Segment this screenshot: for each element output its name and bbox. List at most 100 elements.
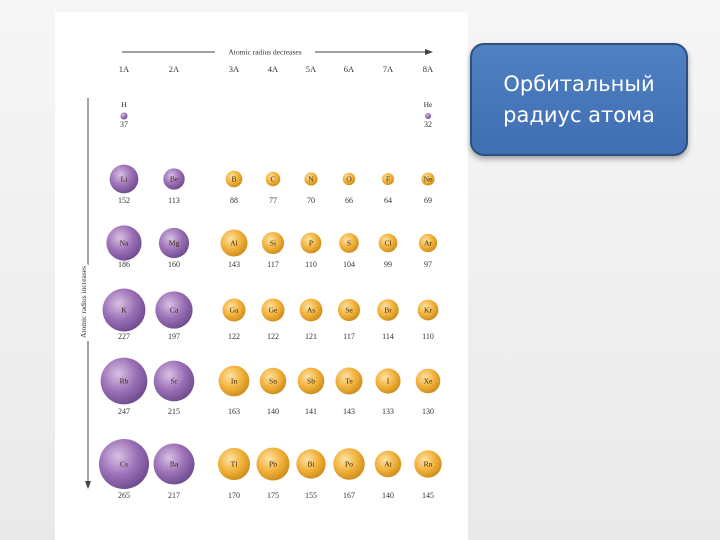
- title-box: Орбитальный радиус атома: [470, 43, 688, 156]
- group-header: 2A: [169, 64, 180, 74]
- atom-sphere-cs: [98, 438, 150, 490]
- element-symbol: Kr: [424, 306, 432, 315]
- atom-sphere-c: [265, 171, 281, 187]
- atom-sphere-as: [299, 298, 323, 322]
- element-symbol: Cs: [120, 460, 128, 469]
- radius-value: 227: [118, 332, 130, 341]
- element-symbol: He: [424, 100, 433, 109]
- atom-sphere-cl: [378, 233, 398, 253]
- radius-value: 104: [343, 260, 355, 269]
- element-symbol: Sb: [307, 377, 315, 386]
- radius-value: 197: [168, 332, 180, 341]
- element-symbol: In: [231, 377, 237, 386]
- radius-value: 113: [168, 196, 180, 205]
- atom-sphere-na: [106, 225, 142, 261]
- element-symbol: Xe: [424, 377, 433, 386]
- radius-value: 37: [120, 120, 128, 129]
- element-symbol: Pb: [269, 460, 277, 469]
- element-symbol: Si: [270, 239, 276, 248]
- atom-sphere-po: [333, 448, 365, 480]
- atom-sphere-tl: [217, 447, 251, 481]
- atom-sphere-i: [375, 368, 401, 394]
- atom-sphere-si: [261, 231, 285, 255]
- element-symbol: Sn: [269, 377, 277, 386]
- atom-sphere-p: [300, 232, 322, 254]
- radius-value: 247: [118, 407, 130, 416]
- atom-sphere-ar: [418, 233, 438, 253]
- top-arrow-label: Atomic radius decreases: [228, 48, 301, 57]
- top-arrow-head: [425, 49, 433, 55]
- radius-value: 160: [168, 260, 180, 269]
- radius-value: 130: [422, 407, 434, 416]
- element-symbol: Po: [345, 460, 353, 469]
- atom-sphere-s: [339, 233, 359, 253]
- element-symbol: F: [386, 175, 390, 184]
- atom-sphere-bi: [296, 449, 326, 479]
- atom-sphere-h: [120, 112, 128, 120]
- atom-sphere-te: [335, 367, 363, 395]
- atom-sphere-f: [381, 172, 395, 186]
- radius-value: 140: [382, 491, 394, 500]
- radius-value: 110: [305, 260, 317, 269]
- element-symbol: Cl: [384, 239, 391, 248]
- atom-sphere-xe: [415, 368, 441, 394]
- radius-value: 97: [424, 260, 432, 269]
- side-arrow-head: [85, 481, 91, 489]
- side-arrow-label: Atomic radius increases: [79, 266, 88, 338]
- element-symbol: Rn: [424, 460, 433, 469]
- element-symbol: At: [384, 460, 392, 469]
- element-symbol: Ga: [230, 306, 239, 315]
- atom-sphere-li: [109, 164, 139, 194]
- radius-value: 141: [305, 407, 317, 416]
- radius-value: 69: [424, 196, 432, 205]
- element-symbol: H: [121, 100, 127, 109]
- radius-value: 175: [267, 491, 279, 500]
- element-symbol: Tl: [231, 460, 238, 469]
- element-grid: H 37 He 32 Li 152 Be 113 B 88 C 77 N 70 O 66 F 64 Ne 69 Na 18…: [98, 100, 442, 500]
- element-symbol: Br: [384, 306, 392, 315]
- element-symbol: Al: [230, 239, 238, 248]
- atom-sphere-ge: [261, 298, 285, 322]
- radius-value: 167: [343, 491, 355, 500]
- atom-sphere-b: [225, 170, 243, 188]
- element-symbol: S: [347, 239, 351, 248]
- radius-value: 122: [228, 332, 240, 341]
- atom-sphere-ba: [153, 443, 195, 485]
- atom-sphere-in: [218, 365, 250, 397]
- radius-value: 152: [118, 196, 130, 205]
- element-symbol: Na: [120, 239, 129, 248]
- atom-sphere-ne: [421, 172, 435, 186]
- atom-sphere-n: [304, 172, 318, 186]
- atom-sphere-at: [374, 450, 402, 478]
- element-symbol: I: [387, 377, 390, 386]
- atom-sphere-mg: [158, 227, 190, 259]
- element-symbol: Bi: [307, 460, 314, 469]
- element-symbol: Ba: [170, 460, 179, 469]
- group-header: 7A: [383, 64, 394, 74]
- element-symbol: Li: [121, 175, 128, 184]
- element-symbol: K: [121, 306, 127, 315]
- slide-title: Орбитальный радиус атома: [503, 72, 655, 127]
- radius-value: 155: [305, 491, 317, 500]
- radius-value: 117: [267, 260, 279, 269]
- group-header: 6A: [344, 64, 355, 74]
- group-header: 5A: [306, 64, 317, 74]
- radius-value: 133: [382, 407, 394, 416]
- radius-value: 77: [269, 196, 277, 205]
- radius-value: 114: [382, 332, 394, 341]
- element-symbol: Be: [170, 175, 179, 184]
- element-symbol: C: [270, 175, 275, 184]
- group-header: 1A: [119, 64, 130, 74]
- radius-value: 170: [228, 491, 240, 500]
- radius-value: 140: [267, 407, 279, 416]
- atom-sphere-ca: [155, 291, 193, 329]
- atom-sphere-sb: [297, 367, 325, 395]
- atom-sphere-br: [377, 299, 399, 321]
- radius-value: 145: [422, 491, 434, 500]
- element-symbol: B: [231, 175, 236, 184]
- radius-value: 66: [345, 196, 353, 205]
- radius-value: 186: [118, 260, 130, 269]
- atom-sphere-al: [220, 229, 248, 257]
- element-symbol: N: [308, 175, 314, 184]
- radius-value: 70: [307, 196, 315, 205]
